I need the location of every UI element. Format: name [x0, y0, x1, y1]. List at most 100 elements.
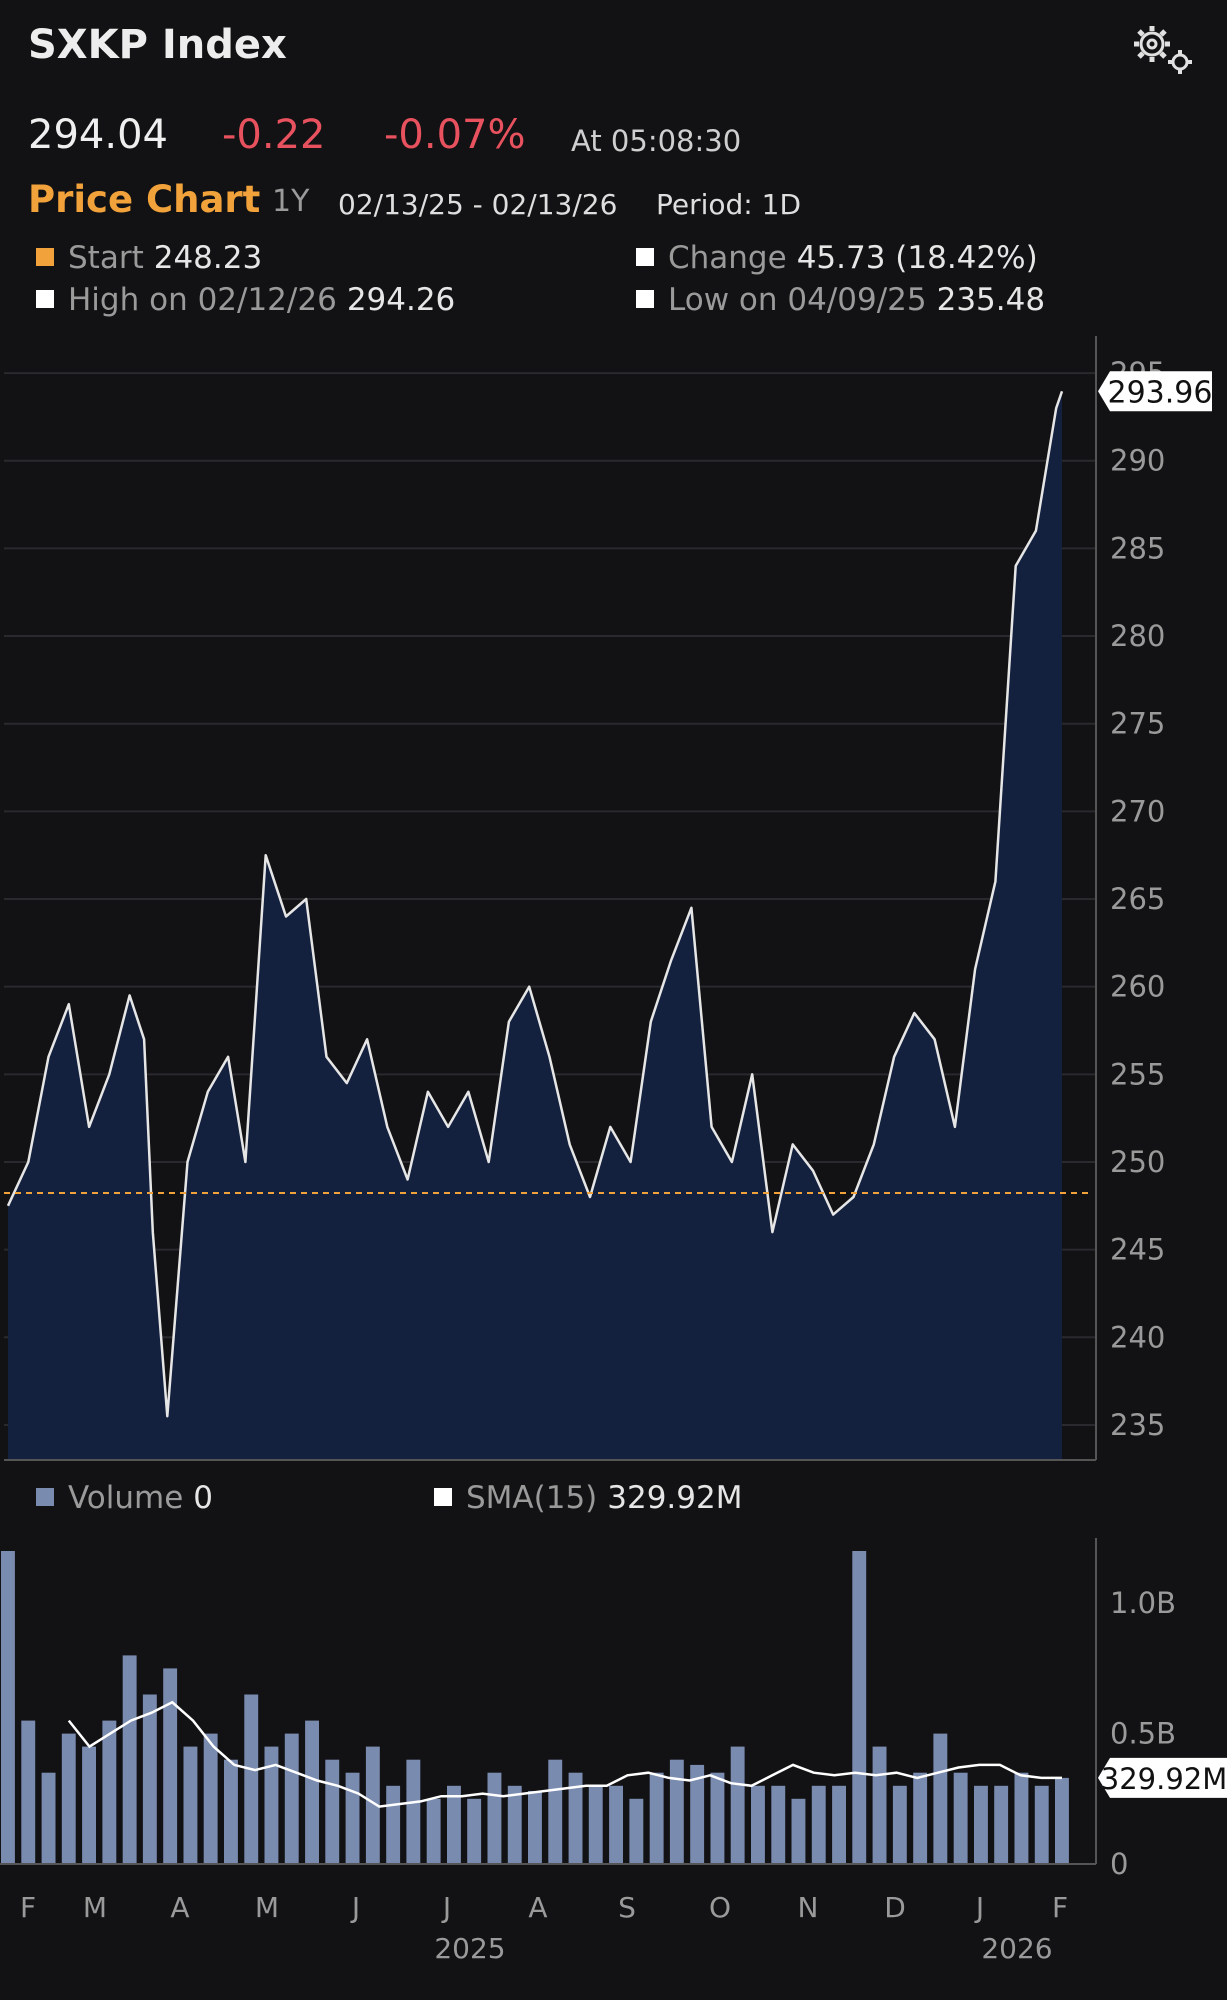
date-range: 02/13/25 - 02/13/26	[338, 188, 618, 221]
volume-bar	[426, 1798, 441, 1864]
volume-bar	[852, 1551, 867, 1864]
volume-bar	[832, 1785, 846, 1864]
y-tick-label: 235	[1110, 1408, 1165, 1442]
volume-bar	[872, 1746, 887, 1864]
y-tick-label: 285	[1110, 531, 1165, 565]
range-selector[interactable]: 1Y	[272, 184, 310, 219]
x-month-label: M	[83, 1891, 107, 1924]
volume-bar	[284, 1733, 299, 1864]
x-year-label: 2025	[434, 1932, 505, 1965]
volume-bar	[183, 1746, 198, 1864]
low-swatch	[636, 290, 654, 308]
page-title: SXKP Index	[28, 22, 287, 68]
chart-type-selector[interactable]: Price Chart	[28, 178, 261, 221]
x-month-label: S	[618, 1891, 636, 1924]
legend-sma-label: SMA(15)	[466, 1480, 598, 1516]
volume-bar	[588, 1785, 603, 1864]
period-selector[interactable]: Period: 1D	[656, 188, 802, 221]
volume-bar	[224, 1759, 238, 1864]
volume-bar	[41, 1772, 56, 1864]
volume-bar	[811, 1785, 826, 1864]
stat-low: Low on 04/09/25 235.48	[636, 282, 1045, 318]
volume-bar	[730, 1746, 745, 1864]
stat-start-value: 248.23	[153, 240, 263, 276]
stat-change-value: 45.73 (18.42%)	[796, 240, 1038, 276]
legend-volume: Volume 0	[36, 1480, 213, 1516]
volume-bar	[203, 1733, 218, 1864]
y-tick-label: 260	[1110, 970, 1165, 1004]
x-month-label: J	[974, 1891, 984, 1924]
last-price-tag	[1098, 371, 1212, 412]
stat-change-label: Change	[668, 240, 787, 276]
quote-time: At 05:08:30	[571, 124, 742, 158]
stat-low-label: Low on 04/09/25	[668, 282, 927, 318]
volume-bar	[649, 1772, 664, 1864]
high-swatch	[36, 290, 54, 308]
y-tick-label: 275	[1110, 707, 1165, 741]
y-tick-label: 240	[1110, 1320, 1165, 1354]
volume-bar	[507, 1785, 522, 1864]
y-tick-label: 280	[1110, 619, 1165, 653]
sma-line	[67, 1700, 1062, 1808]
volume-bar	[1014, 1772, 1029, 1864]
volume-bar	[142, 1694, 157, 1864]
volume-bar	[1034, 1785, 1049, 1864]
last-price: 294.04	[28, 112, 168, 158]
sma-swatch	[434, 1488, 452, 1506]
volume-bar	[163, 1668, 178, 1864]
volume-bar	[791, 1798, 806, 1864]
x-month-label: F	[20, 1891, 36, 1924]
y-tick-label: 255	[1110, 1057, 1165, 1091]
volume-bar	[102, 1720, 117, 1864]
x-month-label: F	[1052, 1891, 1068, 1924]
x-month-label: A	[528, 1891, 547, 1924]
volume-bar	[994, 1785, 1009, 1864]
volume-bar	[264, 1746, 279, 1864]
sma-tag-text: 329.92M	[1101, 1762, 1227, 1796]
volume-bar	[1055, 1777, 1069, 1864]
change-swatch	[636, 248, 654, 266]
x-year-label: 2026	[981, 1932, 1052, 1965]
volume-bar	[467, 1798, 482, 1864]
stat-high-value: 294.26	[346, 282, 456, 318]
volume-bar	[406, 1759, 421, 1864]
volume-bar	[609, 1785, 623, 1864]
volume-bar	[751, 1785, 765, 1864]
gear-icon[interactable]	[1128, 20, 1198, 80]
volume-bar	[974, 1785, 988, 1864]
volume-swatch	[36, 1488, 54, 1506]
legend-volume-label: Volume	[68, 1480, 184, 1516]
stat-high-label: High on 02/12/26	[68, 282, 337, 318]
x-month-label: N	[798, 1891, 819, 1924]
stat-start: Start 248.23	[36, 240, 262, 276]
x-month-label: A	[170, 1891, 189, 1924]
price-change-pct: -0.07%	[384, 112, 526, 158]
volume-bar	[1, 1551, 15, 1864]
volume-tick-label: 0.5B	[1110, 1717, 1176, 1751]
x-month-label: J	[350, 1891, 360, 1924]
volume-bar	[21, 1720, 36, 1864]
x-month-label: D	[884, 1891, 906, 1924]
volume-bar	[82, 1746, 96, 1864]
y-tick-label: 245	[1110, 1233, 1165, 1267]
volume-bar	[690, 1764, 705, 1864]
legend-sma-value: 329.92M	[607, 1480, 743, 1516]
volume-bar	[568, 1772, 583, 1864]
y-tick-label: 290	[1110, 444, 1165, 478]
volume-bar	[61, 1733, 76, 1864]
y-tick-label: 265	[1110, 882, 1165, 916]
y-tick-label: 270	[1110, 794, 1165, 828]
volume-bar	[953, 1772, 968, 1864]
volume-bar	[487, 1772, 502, 1864]
stat-high: High on 02/12/26 294.26	[36, 282, 455, 318]
volume-bar	[325, 1759, 340, 1864]
stat-low-value: 235.48	[936, 282, 1046, 318]
volume-bar	[548, 1759, 563, 1864]
stat-change: Change 45.73 (18.42%)	[636, 240, 1038, 276]
x-month-label: M	[255, 1891, 279, 1924]
volume-bar	[447, 1785, 461, 1864]
legend-volume-value: 0	[193, 1480, 214, 1516]
volume-bar	[933, 1733, 948, 1864]
volume-bar	[629, 1798, 644, 1864]
